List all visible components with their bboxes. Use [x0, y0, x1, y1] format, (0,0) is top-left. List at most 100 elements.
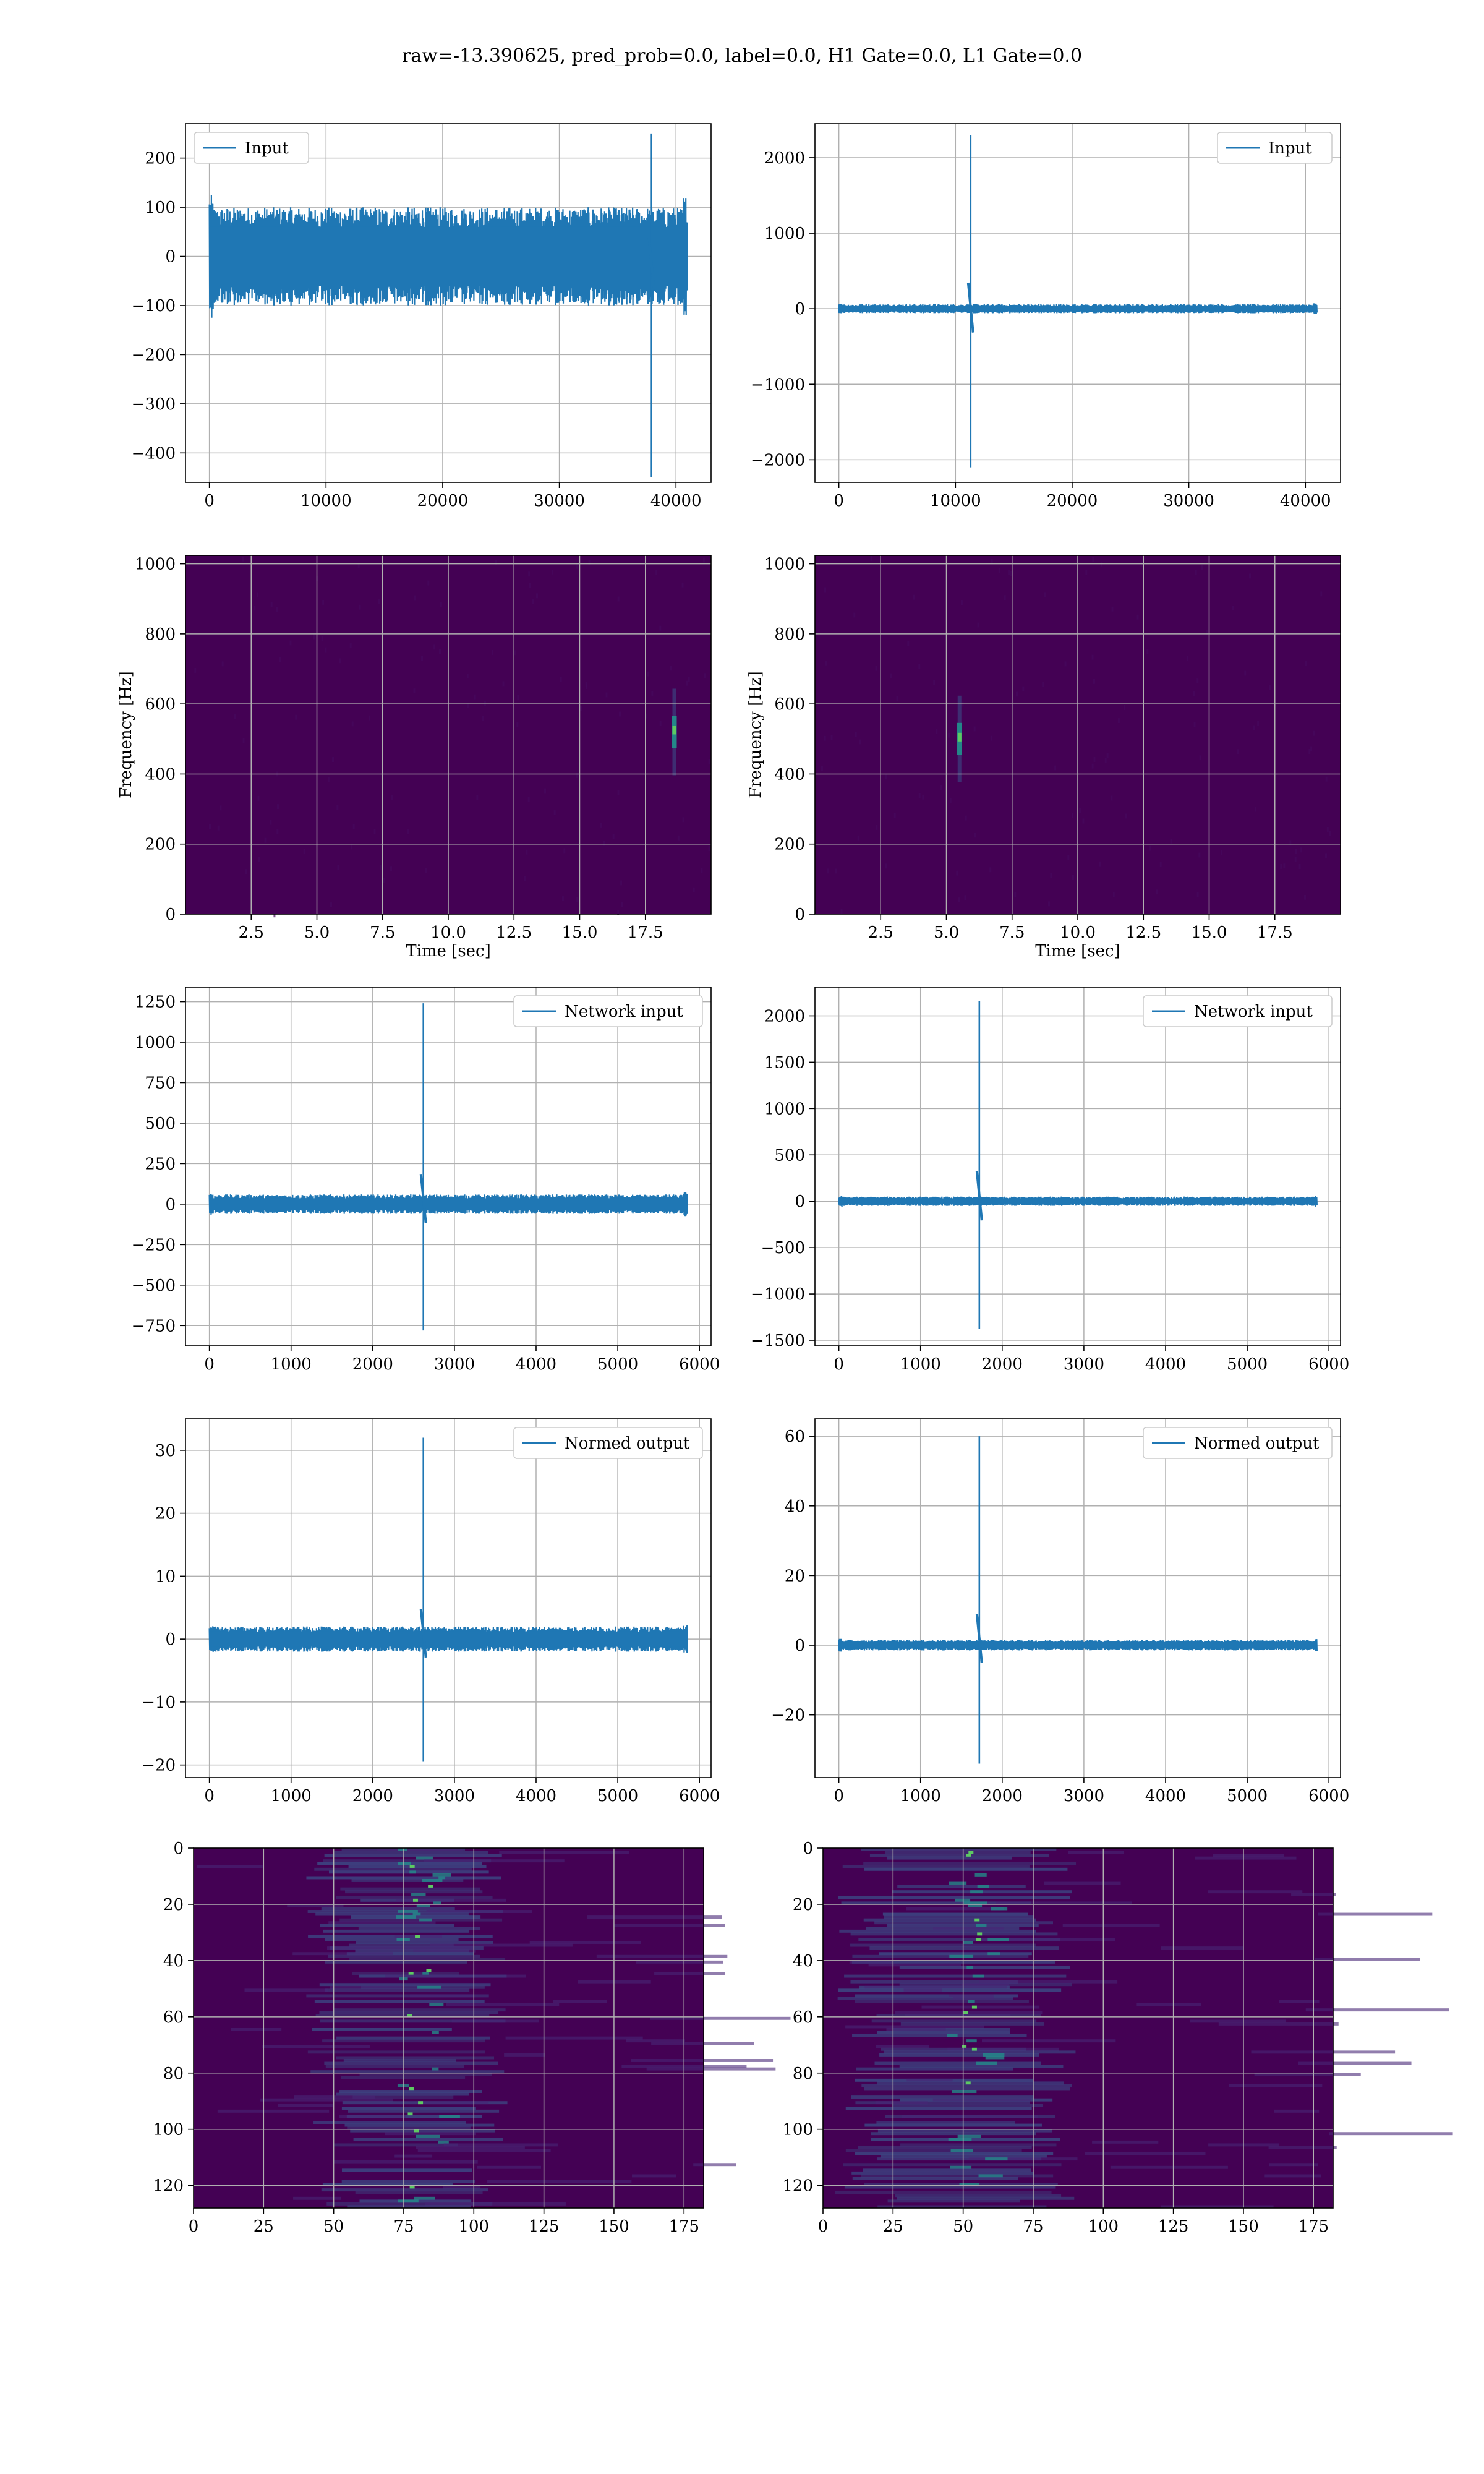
heatmap-cell — [1268, 2146, 1337, 2149]
x-tick-label: 50 — [953, 2217, 973, 2236]
heatmap-cell — [890, 673, 892, 678]
y-tick-label: 0 — [165, 905, 176, 924]
heatmap-cell — [968, 2157, 1078, 2161]
heatmap-cell — [415, 1935, 420, 1938]
heatmap-cell — [411, 1893, 426, 1896]
y-tick-label: −250 — [132, 1236, 176, 1254]
heatmap-cell — [892, 2104, 1043, 2107]
x-tick-label: 6000 — [1308, 1355, 1349, 1374]
heatmap-cell — [430, 1943, 573, 1947]
heatmap-cell — [293, 2196, 341, 2200]
heatmap-cell — [985, 2157, 1008, 2161]
heatmap-cell — [270, 820, 272, 825]
heatmap-cell — [576, 897, 579, 902]
heatmap-cell — [659, 625, 662, 631]
heatmap-cell — [877, 2157, 1042, 2161]
heatmap-cell — [314, 1867, 472, 1871]
heatmap-cell — [949, 1954, 974, 1958]
heatmap-cell — [843, 2163, 1062, 2167]
heatmap-cell — [887, 2199, 1020, 2203]
heatmap-cell — [474, 694, 476, 700]
y-axis-label: Frequency [Hz] — [117, 671, 135, 798]
heatmap-cell — [874, 1921, 1054, 1925]
heatmap-cell — [1206, 630, 1208, 635]
heatmap-cell — [978, 2174, 1003, 2178]
x-tick-label: 1000 — [900, 1787, 941, 1805]
heatmap-cell — [245, 869, 247, 875]
x-tick-label: 50 — [323, 2217, 344, 2236]
heatmap-cell — [636, 1960, 723, 1964]
heatmap-cell — [234, 714, 236, 720]
y-tick-label: 1000 — [764, 555, 805, 574]
heatmap-cell — [965, 2081, 971, 2085]
heatmap-cell — [553, 810, 556, 816]
heatmap-cell — [949, 1994, 994, 1998]
heatmap-cell — [322, 599, 325, 605]
heatmap-cell — [887, 1856, 1012, 1860]
heatmap-cell — [855, 1994, 1018, 1998]
heatmap-cell — [647, 671, 649, 677]
heatmap-cell — [901, 2115, 1038, 2118]
chart-row5-right: 0 25 50 75 100 125 150 175 0 20 40 60 80 100 120 — [782, 1839, 1453, 2236]
heatmap-cell — [845, 2149, 1022, 2152]
heatmap-cell — [517, 695, 519, 700]
heatmap-cell — [1305, 661, 1307, 666]
heatmap-cell — [451, 2019, 539, 2023]
heatmap-cell — [1195, 570, 1197, 575]
heatmap-cell — [1232, 605, 1234, 610]
heatmap-cell — [869, 1946, 1059, 1950]
heatmap-cell — [1146, 648, 1149, 654]
series-spike-core — [966, 282, 974, 333]
heatmap-cell — [977, 1932, 983, 1936]
heatmap-cell — [357, 563, 360, 568]
heatmap-cell — [936, 729, 938, 735]
heatmap-cell — [307, 2050, 485, 2054]
heatmap-cell — [1149, 845, 1151, 851]
legend-label: Normed output — [1194, 1434, 1320, 1453]
heatmap-cell — [1064, 661, 1067, 667]
heatmap-cell — [845, 2025, 984, 2029]
heatmap-cell — [381, 884, 383, 890]
heatmap-cell — [851, 1960, 1055, 1964]
x-tick-label: 25 — [254, 2217, 274, 2236]
heatmap-cell — [1213, 1854, 1284, 1857]
y-tick-label: 500 — [145, 1115, 176, 1133]
heatmap-cell — [1117, 718, 1120, 724]
x-tick-label: 0 — [189, 2217, 199, 2236]
heatmap-cell — [708, 846, 710, 852]
heatmap-cell — [956, 870, 958, 876]
heatmap-cell — [1136, 2003, 1201, 2006]
heatmap-cell — [385, 1974, 526, 1978]
heatmap-cell — [1092, 2140, 1159, 2144]
heatmap-cell — [957, 2134, 981, 2138]
y-tick-label: −1500 — [751, 1332, 805, 1350]
heatmap-cell — [620, 880, 623, 886]
heatmap-cell — [670, 666, 672, 671]
heatmap-cell — [886, 2028, 946, 2031]
y-tick-label: 80 — [163, 2065, 184, 2083]
heatmap-cell — [1329, 2132, 1453, 2136]
heatmap-cell — [438, 2140, 449, 2144]
y-tick-label: 1000 — [764, 225, 805, 243]
heatmap-cell — [874, 2061, 1041, 2065]
heatmap-cell — [323, 1929, 469, 1933]
heatmap-cell — [837, 1997, 1013, 2000]
heatmap-cell — [231, 2028, 282, 2031]
heatmap-cell — [1050, 873, 1052, 878]
x-axis-label: Time [sec] — [1035, 942, 1120, 961]
x-tick-label: 17.5 — [1257, 923, 1293, 942]
heatmap-cell — [495, 560, 497, 565]
heatmap-cell — [418, 2101, 424, 2105]
heatmap-cell — [217, 825, 220, 831]
series-band — [838, 306, 1317, 312]
heatmap-cell — [487, 2180, 632, 2183]
heatmap-cell — [835, 868, 837, 874]
heatmap-cell — [278, 2104, 333, 2107]
heatmap-cell — [1298, 863, 1301, 869]
heatmap-cell — [324, 1988, 470, 1992]
heatmap-cell — [971, 2047, 977, 2051]
legend-box — [513, 995, 703, 1027]
heatmap-cell — [879, 1952, 1032, 1956]
heatmap-cell — [614, 1924, 725, 1927]
heatmap-cell — [334, 1851, 489, 1854]
